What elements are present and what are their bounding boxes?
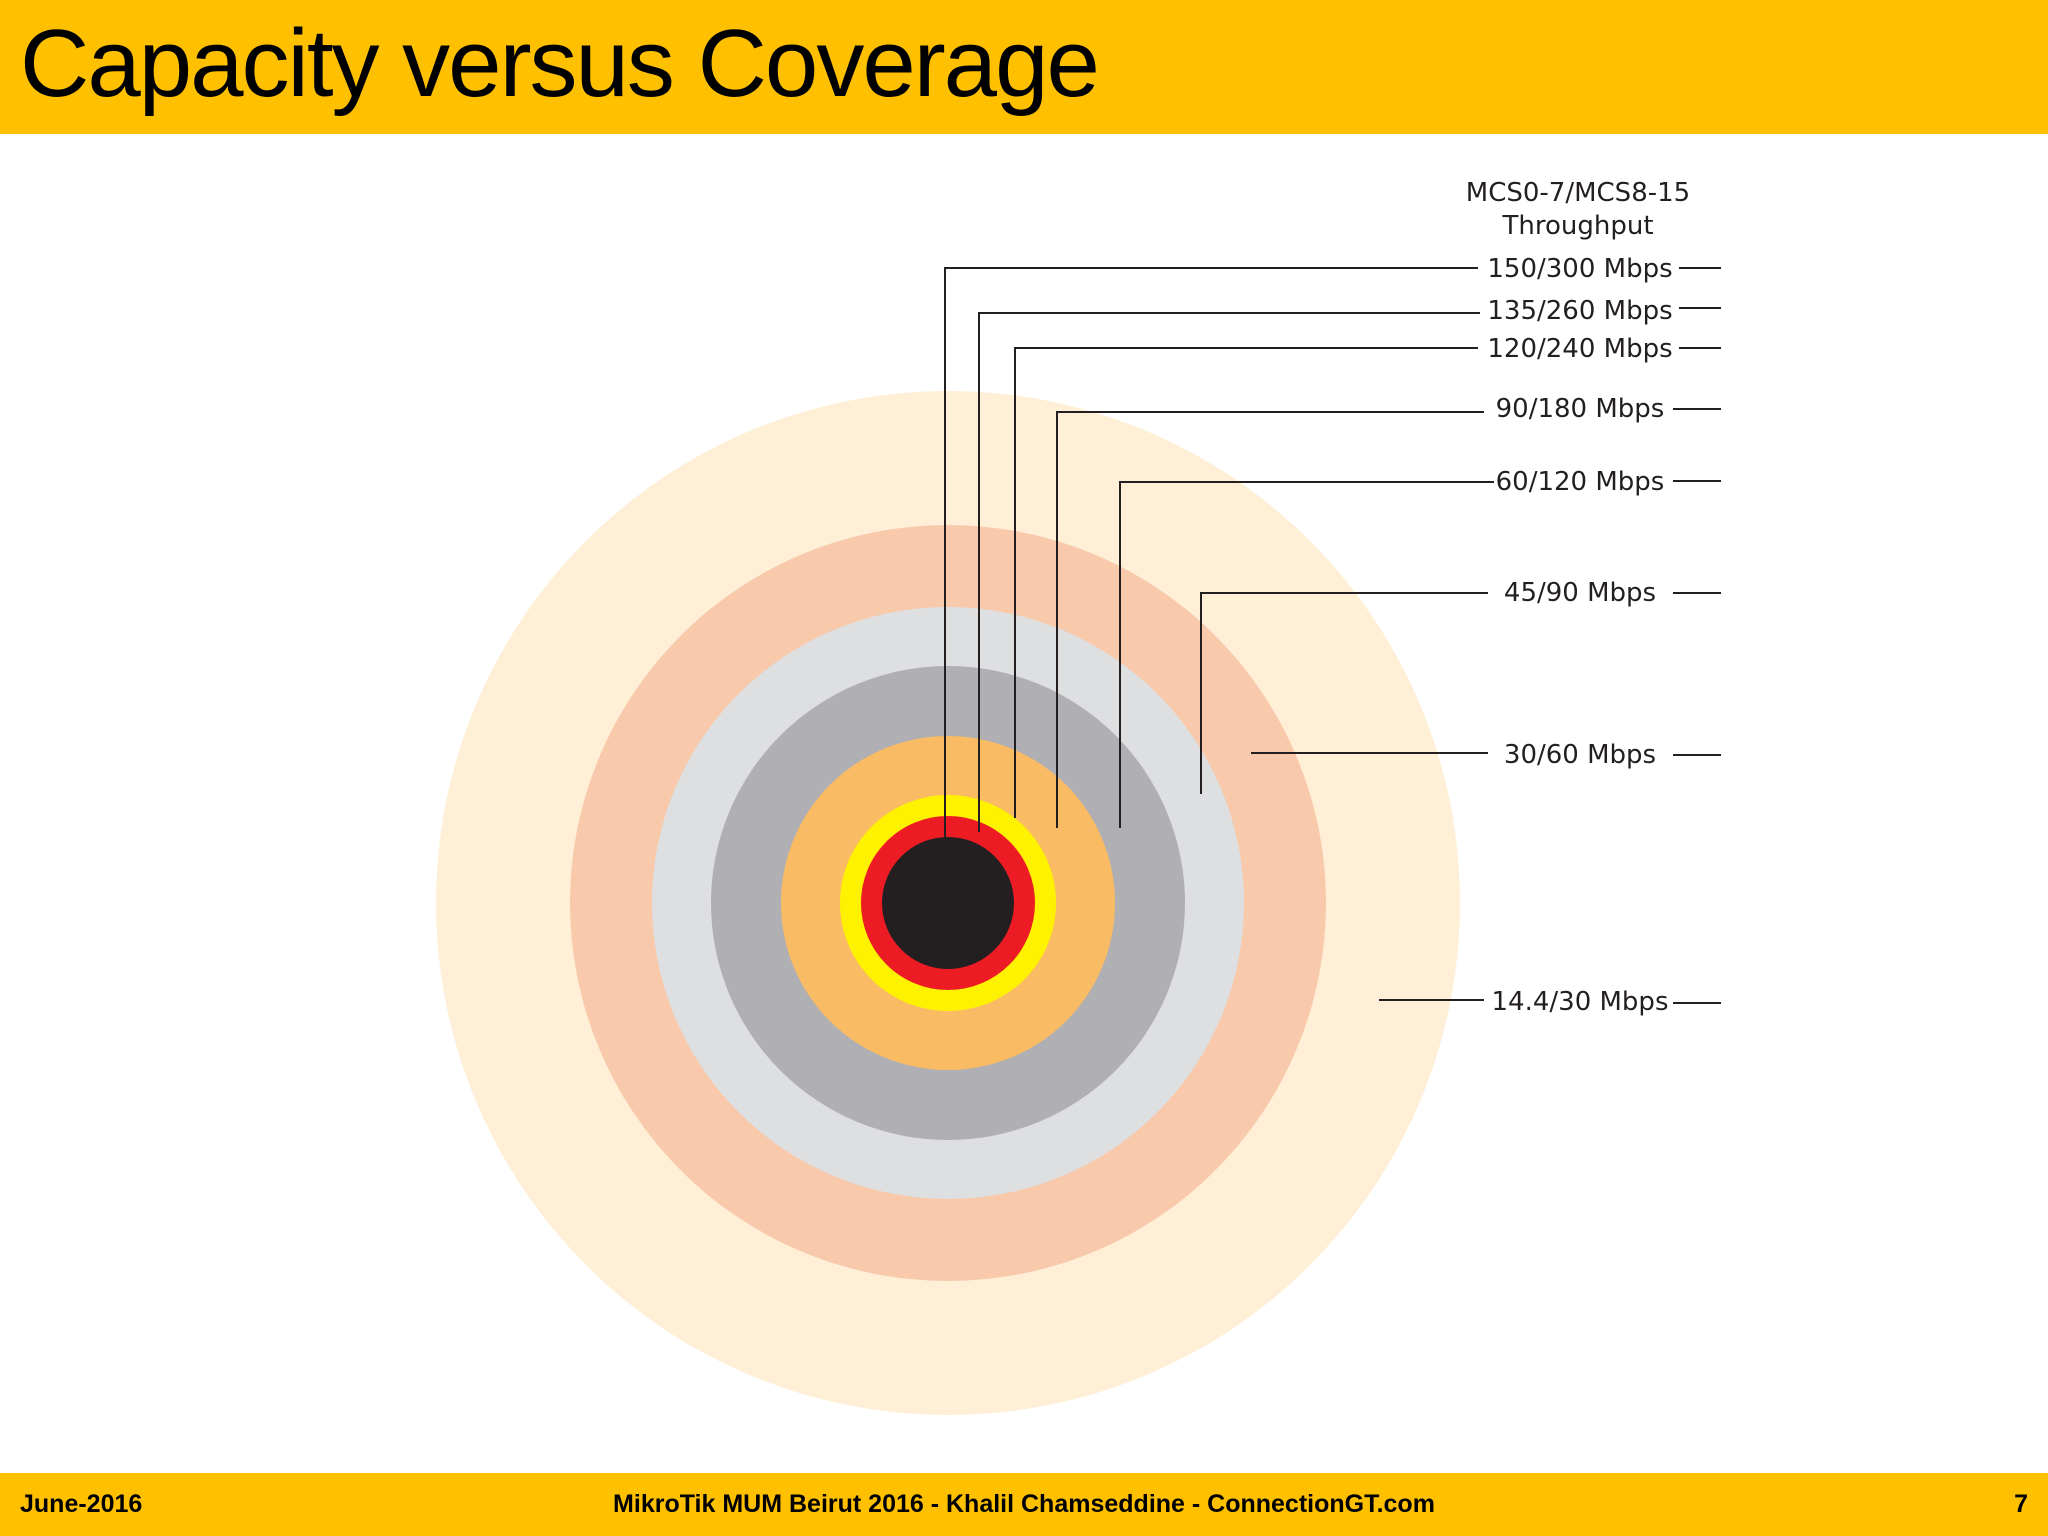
title-bar: Capacity versus Coverage bbox=[0, 0, 2048, 134]
legend-title-line2: Throughput bbox=[1501, 211, 1653, 241]
leader-line-90-180 bbox=[1056, 411, 1484, 828]
ring-label-120-240: 120/240 Mbps bbox=[1487, 334, 1672, 364]
ring-150-300 bbox=[882, 837, 1014, 969]
ring-label-90-180: 90/180 Mbps bbox=[1496, 394, 1665, 424]
leader-line-120-240 bbox=[1014, 347, 1478, 818]
ring-label-150-300: 150/300 Mbps bbox=[1487, 254, 1672, 284]
ring-label-14-4-30: 14.4/30 Mbps bbox=[1492, 987, 1669, 1017]
ring-label-135-260: 135/260 Mbps bbox=[1487, 296, 1672, 326]
leader-line-135-260 bbox=[978, 312, 1480, 832]
ring-label-60-120: 60/120 Mbps bbox=[1496, 467, 1665, 497]
slide-title: Capacity versus Coverage bbox=[20, 10, 1100, 117]
legend-title-line1: MCS0-7/MCS8-15 bbox=[1466, 178, 1690, 208]
leader-line-60-120 bbox=[1119, 481, 1494, 828]
footer-page-number: 7 bbox=[2014, 1490, 2028, 1518]
footer-presentation-info: MikroTik MUM Beirut 2016 - Khalil Chamse… bbox=[613, 1490, 1435, 1518]
ring-label-30-60: 30/60 Mbps bbox=[1504, 740, 1656, 770]
footer-bar: June-2016 MikroTik MUM Beirut 2016 - Kha… bbox=[0, 1473, 2048, 1536]
ring-label-45-90: 45/90 Mbps bbox=[1504, 578, 1656, 608]
leader-line-45-90 bbox=[1200, 592, 1488, 794]
leader-line-150-300 bbox=[944, 267, 1478, 840]
footer-date: June-2016 bbox=[20, 1490, 143, 1518]
